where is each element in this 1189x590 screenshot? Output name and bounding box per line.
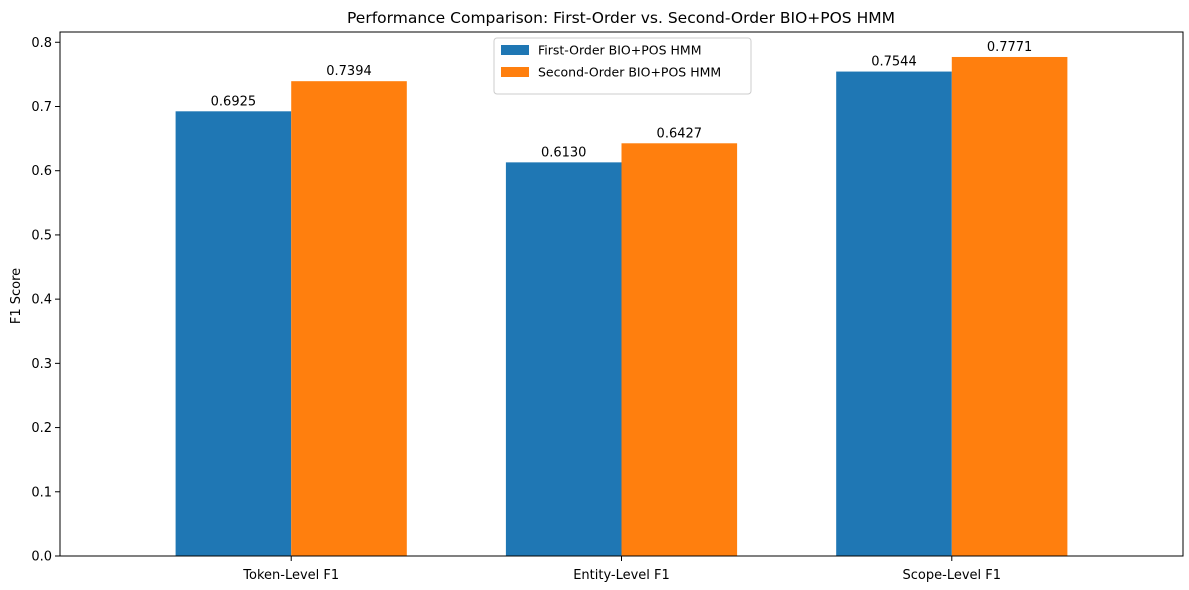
bar-series1-2 [505,162,622,557]
bar-series1-1 [175,111,292,556]
bars-layer [175,56,1068,557]
legend: First-Order BIO+POS HMM Second-Order BIO+… [493,37,752,95]
y-tick-label-3: 0.2 [31,421,52,436]
bar-value-label-series1-2: 0.6130 [541,145,587,160]
y-tick-label-7: 0.6 [31,164,52,179]
legend-label-1: First-Order BIO+POS HMM [538,43,702,58]
plot-frame [59,31,1184,557]
bar-value-label-series1-1: 0.6925 [211,94,257,109]
y-tick-label-1: 0.0 [31,550,52,565]
chart-title: Performance Comparison: First-Order vs. … [347,9,895,27]
y-axis-label: F1 Score [9,268,24,324]
x-axis: Token-Level F1 Entity-Level F1 Scope-Level… [242,556,1001,583]
legend-box [493,37,752,95]
bar-series1-3 [836,71,952,556]
x-tick-label-1: Token-Level F1 [242,568,339,583]
y-tick-label-2: 0.1 [31,485,52,500]
y-tick-label-8: 0.7 [31,100,52,115]
y-tick-label-5: 0.4 [31,293,52,308]
bar-value-label-series2-3: 0.7771 [987,40,1033,55]
y-tick-label-4: 0.3 [31,357,52,372]
bar-series2-3 [951,56,1068,556]
bar-value-label-series2-2: 0.6427 [657,126,703,141]
y-tick-label-6: 0.5 [31,228,52,243]
y-axis: 0.0 0.1 0.2 0.3 0.4 0.5 0.6 0.7 0.8 [31,36,60,565]
bar-series2-2 [621,143,738,557]
bar-series2-1 [291,81,407,556]
legend-label-2: Second-Order BIO+POS HMM [538,65,721,80]
y-tick-label-9: 0.8 [31,36,52,51]
bar-value-label-series1-3: 0.7544 [871,55,917,70]
legend-swatch-2 [501,67,529,77]
x-tick-label-2: Entity-Level F1 [573,568,670,583]
bar-value-label-series2-1: 0.7394 [326,64,372,79]
x-tick-label-3: Scope-Level F1 [903,568,1002,583]
legend-swatch-1 [501,45,529,55]
value-labels-layer: 0.6925 0.6130 0.7544 0.7394 0.6427 0.7771 [211,40,1033,160]
